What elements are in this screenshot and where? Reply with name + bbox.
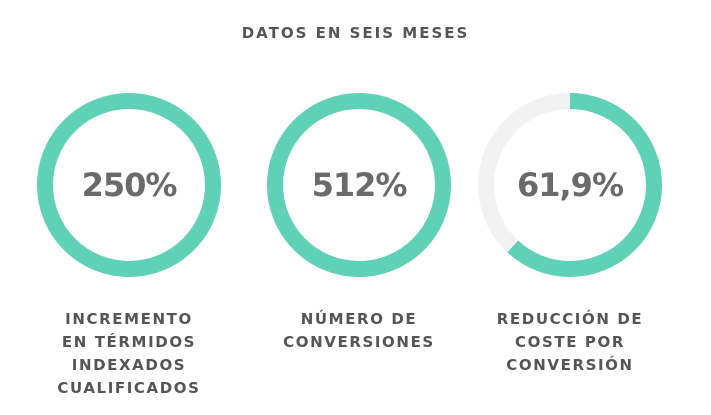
chart-title: DATOS EN SEIS MESES bbox=[241, 24, 470, 42]
metric-label-2: NÚMERO DE CONVERSIONES bbox=[259, 308, 459, 354]
metric-label-3-line-2: COSTE POR bbox=[515, 333, 625, 351]
metric-label-1-line-3: INDEXADOS bbox=[71, 356, 187, 374]
metric-label-1: INCREMENTO EN TÉRMIDOS INDEXADOS CUALIFI… bbox=[29, 308, 229, 400]
metric-label-1-line-1: INCREMENTO bbox=[65, 310, 193, 328]
metric-value-2: 512% bbox=[311, 166, 408, 204]
metric-value-3: 61,9% bbox=[516, 166, 624, 204]
donut-arc-2 bbox=[267, 93, 451, 277]
donut-ring-2 bbox=[266, 92, 466, 282]
metric-label-1-line-4: CUALIFICADOS bbox=[57, 379, 201, 397]
donut-ring-1 bbox=[36, 92, 236, 282]
metric-value-1: 250% bbox=[81, 166, 178, 204]
donut-arc-3 bbox=[478, 93, 662, 277]
donut-arc-1 bbox=[37, 93, 221, 277]
metric-label-2-line-1: NÚMERO DE bbox=[300, 310, 418, 328]
metric-label-3-line-1: REDUCCIÓN DE bbox=[496, 310, 644, 328]
metric-label-3: REDUCCIÓN DE COSTE POR CONVERSIÓN bbox=[470, 308, 670, 377]
metric-label-3-line-3: CONVERSIÓN bbox=[506, 356, 634, 374]
metric-label-1-line-2: EN TÉRMIDOS bbox=[61, 333, 197, 351]
metric-label-2-line-2: CONVERSIONES bbox=[283, 333, 435, 351]
donut-ring-3 bbox=[477, 92, 677, 282]
